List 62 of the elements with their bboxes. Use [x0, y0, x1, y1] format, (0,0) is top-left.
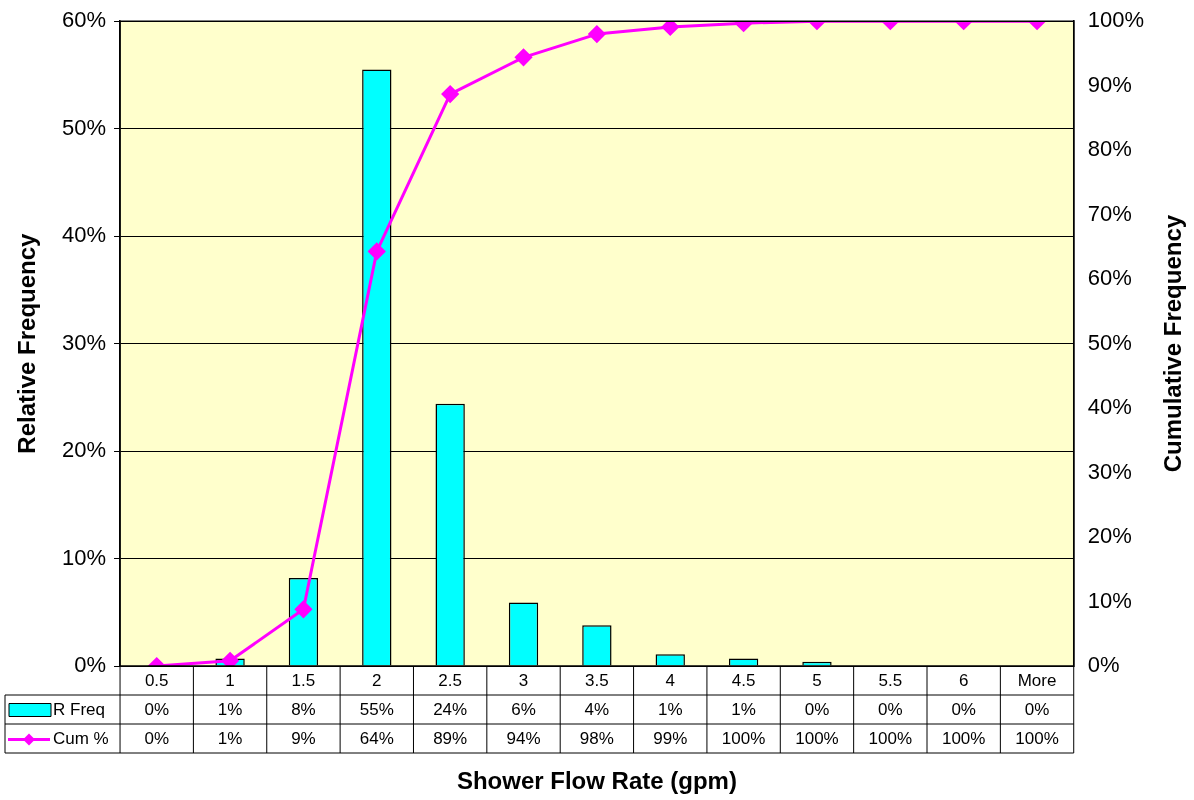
y-tick-label: 0%: [74, 652, 107, 678]
legend-label: Cum %: [53, 729, 109, 749]
data-label: 8%: [291, 700, 316, 720]
y2-tick-label: 50%: [1087, 329, 1132, 355]
y-tick-label: 30%: [61, 329, 107, 355]
data-label: 99%: [653, 729, 688, 749]
data-label: 4%: [584, 700, 610, 720]
data-label: 100%: [721, 729, 766, 749]
data-label: 0%: [1024, 700, 1050, 720]
x-tick-label: 2: [372, 671, 382, 691]
y2-axis-title: Cumulative Frequency: [1158, 214, 1186, 473]
data-label: 100%: [868, 729, 913, 749]
data-label: 24%: [433, 700, 468, 720]
data-label: 0%: [878, 700, 903, 720]
y-tick-label: 40%: [61, 222, 107, 248]
y-tick-label: 60%: [61, 7, 107, 33]
data-label: 1%: [657, 700, 683, 720]
data-label: 0%: [951, 700, 976, 720]
data-label: 100%: [941, 729, 986, 749]
data-label: 94%: [506, 729, 541, 749]
y2-tick-label: 60%: [1087, 265, 1132, 291]
x-tick-label: 3: [518, 671, 529, 691]
x-tick-label: 5: [812, 671, 822, 691]
y2-tick-label: 40%: [1087, 394, 1132, 420]
data-label: 89%: [433, 729, 468, 749]
x-tick-label: 6: [958, 671, 969, 691]
y2-tick-label: 20%: [1087, 523, 1132, 549]
x-tick-label: 2.5: [438, 671, 462, 691]
x-tick-label: 4: [665, 671, 675, 691]
y2-tick-label: 90%: [1087, 71, 1132, 97]
data-label: 9%: [291, 729, 316, 749]
data-label: 1%: [217, 700, 243, 720]
y-tick-label: 20%: [61, 437, 107, 463]
x-axis-title: Shower Flow Rate (gpm): [456, 766, 737, 794]
data-label: 98%: [579, 729, 614, 749]
x-tick-label: More: [1017, 671, 1057, 691]
data-label: 100%: [795, 729, 839, 749]
data-label: 64%: [359, 729, 394, 749]
y-tick-label: 10%: [61, 544, 107, 570]
data-label: 0%: [144, 700, 169, 720]
data-label: 6%: [511, 700, 536, 720]
y2-tick-label: 30%: [1087, 458, 1132, 484]
y2-tick-label: 80%: [1087, 136, 1132, 162]
x-tick-label: 0.5: [144, 671, 169, 691]
data-label: 0%: [804, 700, 830, 720]
x-tick-label: 5.5: [878, 671, 903, 691]
x-tick-label: 3.5: [585, 671, 609, 691]
legend-label: R Freq: [53, 700, 105, 720]
data-label: 1%: [731, 700, 756, 720]
y2-tick-label: 0%: [1087, 652, 1120, 678]
y-tick-label: 50%: [61, 114, 107, 140]
data-label: 100%: [1015, 729, 1059, 749]
x-tick-label: 1.5: [291, 671, 316, 691]
y2-tick-label: 100%: [1087, 7, 1145, 33]
y-axis-title: Relative Frequency: [12, 232, 40, 454]
x-tick-label: 1: [225, 671, 235, 691]
data-label: 0%: [144, 729, 169, 749]
data-label: 55%: [359, 700, 394, 720]
y2-tick-label: 70%: [1087, 200, 1132, 226]
data-label: 1%: [217, 729, 243, 749]
x-tick-label: 4.5: [731, 671, 756, 691]
y2-tick-label: 10%: [1087, 587, 1132, 613]
